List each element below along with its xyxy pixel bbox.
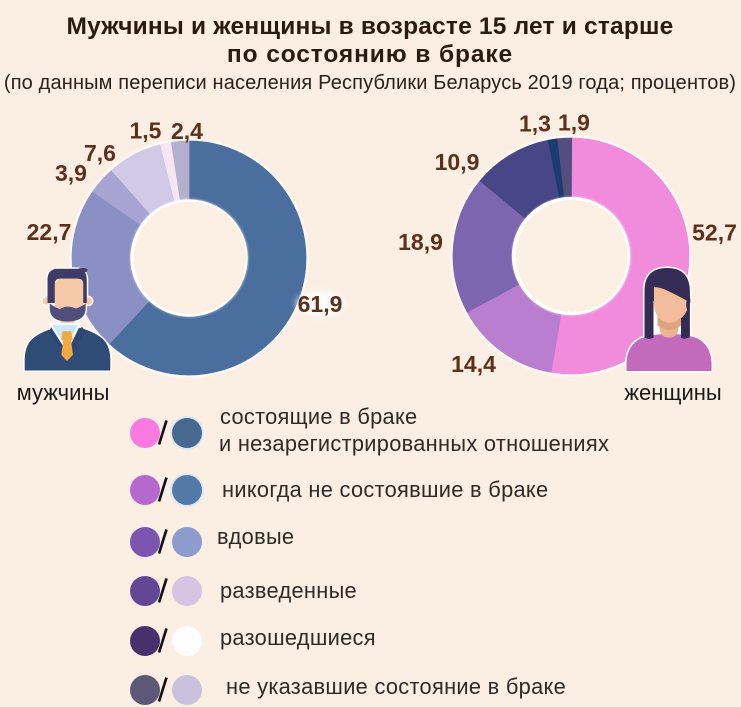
svg-text:10,9: 10,9 — [435, 149, 480, 175]
svg-text:не указавшие состояние в браке: не указавшие состояние в браке — [226, 674, 566, 699]
svg-text:22,7: 22,7 — [27, 219, 72, 245]
svg-text:(по данным переписи населения: (по данным переписи населения Республики… — [4, 72, 736, 94]
svg-text:состоящие в браке: состоящие в браке — [220, 404, 417, 429]
svg-text:1,5: 1,5 — [130, 118, 162, 144]
svg-text:52,7: 52,7 — [692, 220, 737, 246]
svg-text:3,9: 3,9 — [55, 160, 87, 186]
svg-text:1,9: 1,9 — [558, 110, 590, 136]
svg-text:по состоянию в браке: по состоянию в браке — [227, 41, 513, 68]
svg-text:7,6: 7,6 — [84, 140, 116, 166]
svg-text:разошедшиеся: разошедшиеся — [220, 625, 376, 650]
svg-text:вдовые: вдовые — [217, 524, 294, 549]
svg-text:18,9: 18,9 — [398, 229, 443, 255]
svg-text:и незарегистрированных отношен: и незарегистрированных отношениях — [219, 431, 609, 456]
svg-text:2,4: 2,4 — [171, 118, 203, 144]
svg-text:разведенные: разведенные — [220, 578, 357, 603]
svg-text:никогда не состоявшие в браке: никогда не состоявшие в браке — [222, 477, 548, 502]
svg-text:женщины: женщины — [624, 380, 721, 405]
svg-text:Мужчины и женщины в возрасте 1: Мужчины и женщины в возрасте 15 лет и ст… — [67, 13, 674, 40]
svg-text:61,9: 61,9 — [298, 291, 343, 317]
svg-text:1,3: 1,3 — [519, 111, 551, 137]
svg-text:14,4: 14,4 — [451, 351, 496, 377]
svg-text:мужчины: мужчины — [17, 380, 110, 405]
